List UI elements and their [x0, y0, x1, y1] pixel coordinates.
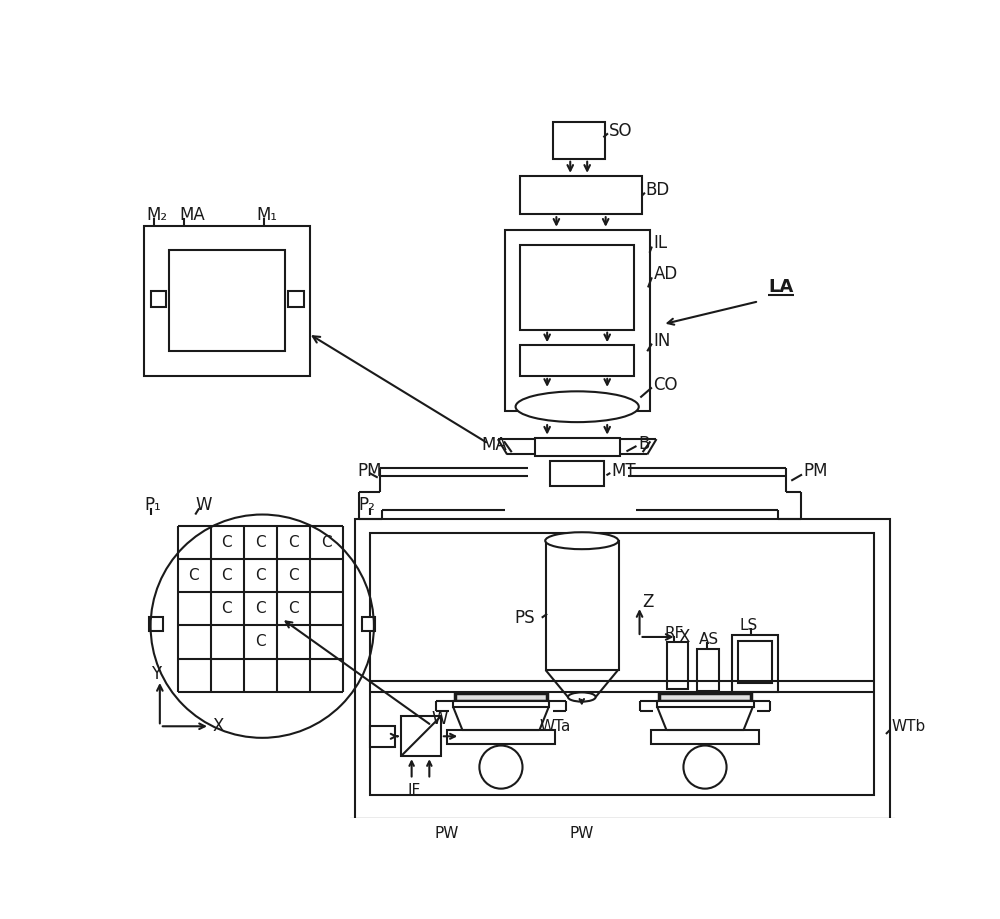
Text: C: C — [255, 568, 265, 583]
Text: CO: CO — [653, 376, 678, 394]
Text: Y: Y — [151, 665, 161, 683]
Bar — [151, 291, 166, 307]
Text: MA: MA — [481, 437, 507, 454]
Text: BD: BD — [646, 181, 670, 199]
Bar — [546, 540, 619, 670]
Text: PW: PW — [570, 826, 594, 841]
Text: IN: IN — [653, 333, 671, 350]
Bar — [288, 291, 304, 307]
Bar — [505, 230, 650, 411]
Bar — [455, 693, 547, 701]
Text: LA: LA — [768, 278, 793, 297]
Text: PS: PS — [515, 608, 535, 627]
Text: AS: AS — [699, 631, 719, 647]
Bar — [447, 730, 555, 744]
Text: IL: IL — [653, 234, 668, 253]
Bar — [651, 730, 759, 744]
Bar — [659, 693, 751, 701]
Bar — [520, 176, 642, 214]
Bar — [355, 519, 890, 820]
Text: RF: RF — [665, 626, 684, 641]
Text: MA: MA — [179, 206, 205, 224]
Text: C: C — [255, 601, 265, 616]
Bar — [401, 716, 441, 756]
Bar — [535, 437, 620, 456]
Bar — [520, 245, 634, 330]
Bar — [697, 649, 719, 691]
Bar — [550, 461, 604, 486]
Text: IF: IF — [407, 784, 420, 799]
Text: B: B — [638, 435, 649, 453]
Text: C: C — [321, 535, 331, 550]
Bar — [657, 701, 754, 707]
Text: W: W — [432, 710, 448, 729]
Bar — [169, 250, 285, 351]
Text: X: X — [678, 628, 689, 646]
Bar — [666, 642, 688, 688]
Bar — [738, 641, 772, 683]
Text: C: C — [288, 535, 298, 550]
Text: M₂: M₂ — [146, 206, 167, 224]
Text: C: C — [222, 601, 232, 616]
Text: WTb: WTb — [891, 719, 926, 733]
Bar — [370, 725, 395, 747]
Ellipse shape — [568, 692, 596, 701]
Text: PM: PM — [357, 462, 381, 481]
Text: WTa: WTa — [539, 719, 571, 733]
Text: C: C — [255, 535, 265, 550]
Text: X: X — [212, 718, 224, 735]
Bar — [453, 701, 549, 707]
Text: P₂: P₂ — [358, 496, 375, 515]
Bar — [520, 346, 634, 376]
Text: C: C — [222, 568, 232, 583]
Bar — [144, 226, 310, 376]
Text: LS: LS — [740, 618, 758, 633]
Text: MT: MT — [612, 461, 636, 480]
Text: P₁: P₁ — [144, 496, 161, 515]
Text: PM: PM — [804, 462, 828, 481]
Bar — [351, 820, 894, 846]
Bar — [149, 617, 163, 630]
Ellipse shape — [545, 532, 618, 550]
Text: SO: SO — [609, 122, 632, 140]
Text: AD: AD — [653, 266, 678, 283]
Text: C: C — [288, 601, 298, 616]
Bar — [362, 617, 375, 630]
Text: C: C — [188, 568, 199, 583]
Text: W: W — [195, 496, 212, 515]
Text: C: C — [222, 535, 232, 550]
Bar — [732, 635, 778, 692]
Ellipse shape — [516, 391, 639, 422]
Text: M₁: M₁ — [256, 206, 277, 224]
Bar — [553, 122, 605, 159]
Text: C: C — [255, 634, 265, 649]
Text: C: C — [288, 568, 298, 583]
Bar — [370, 533, 874, 795]
Text: PW: PW — [435, 826, 459, 841]
Text: Z: Z — [642, 594, 653, 611]
